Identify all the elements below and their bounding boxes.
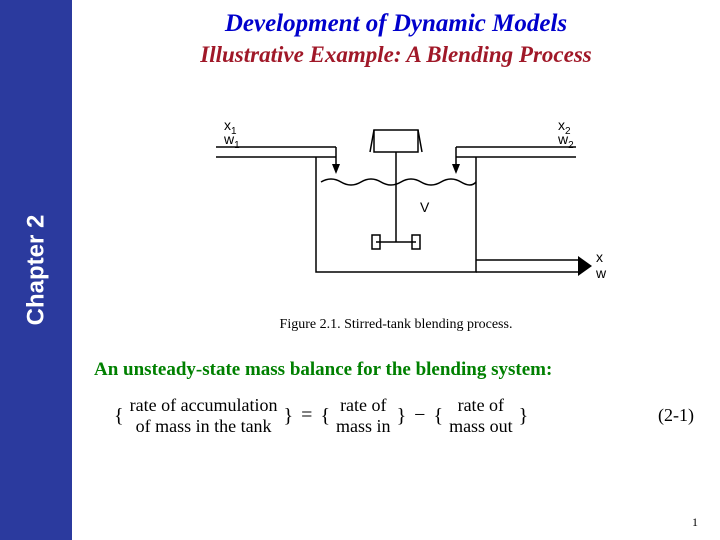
chapter-sidebar: Chapter 2 — [0, 0, 72, 540]
equation-2-1: { rate of accumulation of mass in the ta… — [114, 395, 720, 436]
blending-diagram: x1 w1 x2 w2 V x w — [176, 102, 616, 302]
eq-text: rate of — [340, 395, 386, 416]
brace-icon: } — [397, 405, 407, 428]
slide-content: Development of Dynamic Models Illustrati… — [72, 0, 720, 540]
svg-text:w: w — [595, 265, 607, 281]
eq-text: rate of accumulation — [130, 395, 278, 416]
brace-icon: { — [320, 405, 330, 428]
figure-caption: Figure 2.1. Stirred-tank blending proces… — [72, 317, 720, 333]
svg-text:w1: w1 — [223, 131, 240, 151]
eq-text: of mass in the tank — [136, 416, 272, 437]
brace-icon: { — [114, 405, 124, 428]
svg-text:w2: w2 — [557, 131, 574, 151]
equation-number: (2-1) — [658, 405, 694, 426]
svg-text:x: x — [596, 249, 603, 265]
equals-sign: = — [301, 404, 312, 427]
eq-text: rate of — [458, 395, 504, 416]
balance-statement: An unsteady-state mass balance for the b… — [94, 359, 720, 381]
figure-area: x1 w1 x2 w2 V x w Figure 2.1. Stirred-ta… — [72, 102, 720, 333]
chapter-label: Chapter 2 — [22, 215, 50, 326]
brace-icon: { — [433, 405, 443, 428]
page-number: 1 — [692, 515, 698, 530]
eq-term-out: rate of mass out — [443, 395, 519, 436]
main-title: Development of Dynamic Models — [72, 10, 720, 38]
eq-term-accumulation: rate of accumulation of mass in the tank — [124, 395, 284, 436]
eq-text: mass in — [336, 416, 391, 437]
brace-icon: } — [519, 405, 529, 428]
svg-text:V: V — [420, 199, 430, 215]
sub-title: Illustrative Example: A Blending Process — [72, 42, 720, 68]
eq-term-in: rate of mass in — [330, 395, 397, 436]
brace-icon: } — [284, 405, 294, 428]
eq-text: mass out — [449, 416, 513, 437]
minus-sign: − — [414, 404, 425, 427]
